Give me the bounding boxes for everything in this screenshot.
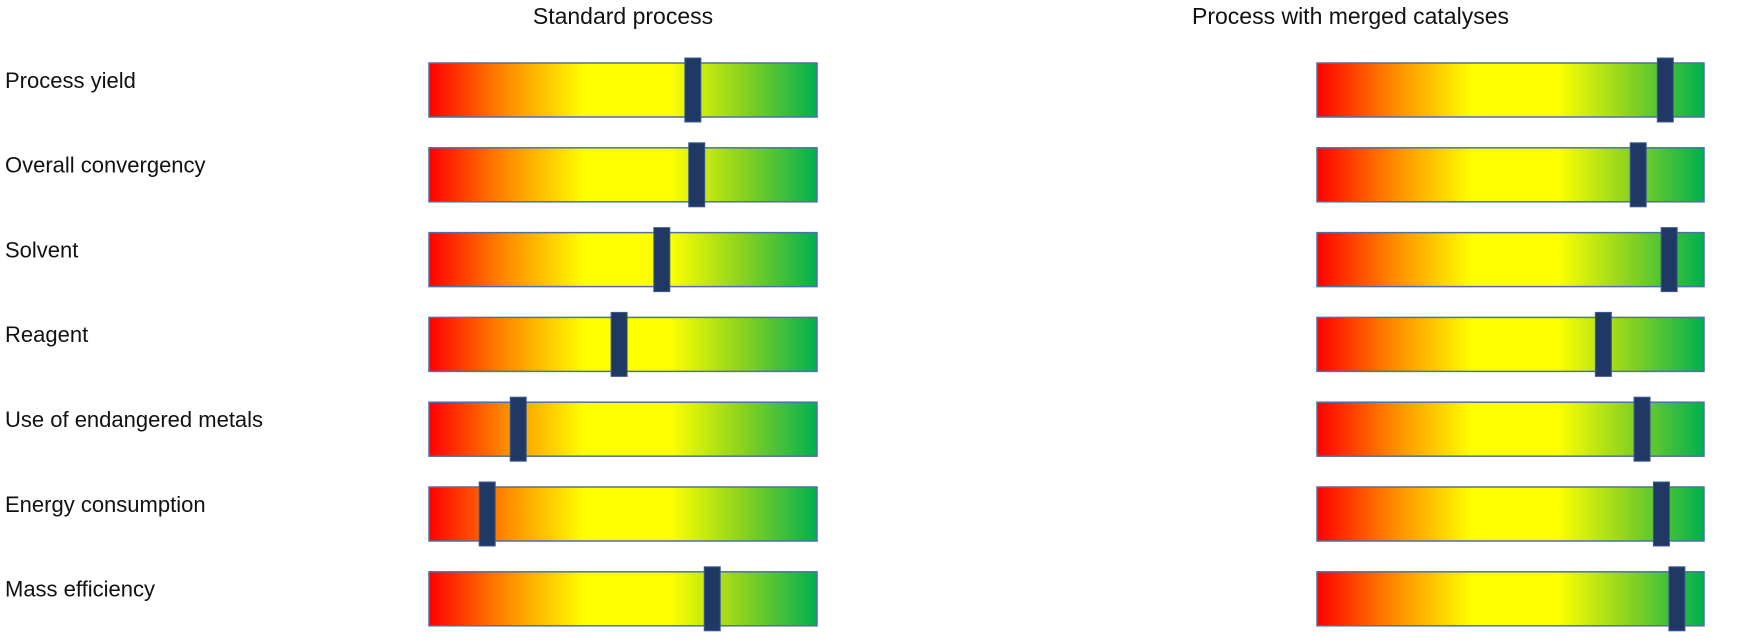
row-label: Process yield: [5, 68, 136, 93]
gauge-marker: [1660, 227, 1678, 293]
row-label: Reagent: [5, 322, 88, 347]
gauge-bar: [1316, 486, 1705, 542]
gauge-marker: [703, 566, 721, 632]
gauge-marker: [684, 57, 702, 123]
gauge-bar: [428, 401, 818, 457]
gauge-bar: [428, 571, 818, 627]
row-label: Energy consumption: [5, 492, 206, 517]
gauge-bar: [1316, 62, 1705, 118]
gauge-marker: [478, 481, 496, 547]
gauge-marker: [688, 142, 706, 208]
gauge-marker: [610, 311, 628, 377]
gauge-marker: [509, 396, 527, 462]
gauge-bar: [1316, 571, 1705, 627]
gauge-marker: [1656, 57, 1674, 123]
gauge-bar: [1316, 231, 1705, 288]
column-title: Process with merged catalyses: [1192, 3, 1509, 29]
gauge-bar: [428, 231, 818, 288]
gauge-marker: [1629, 142, 1647, 208]
gauge-marker: [1594, 311, 1612, 377]
gauge-bar: [428, 147, 818, 203]
gauge-marker: [1652, 481, 1670, 547]
row-label: Solvent: [5, 237, 78, 262]
gauge-marker: [1633, 396, 1651, 462]
row-label: Mass efficiency: [5, 577, 155, 602]
row-label: Overall convergency: [5, 153, 206, 178]
gauge-bar: [428, 62, 818, 118]
gauge-marker: [1668, 566, 1686, 632]
gauge-bar: [1316, 316, 1705, 373]
gauge-marker: [653, 227, 671, 293]
column-title: Standard process: [533, 3, 713, 29]
row-label: Use of endangered metals: [5, 407, 263, 432]
